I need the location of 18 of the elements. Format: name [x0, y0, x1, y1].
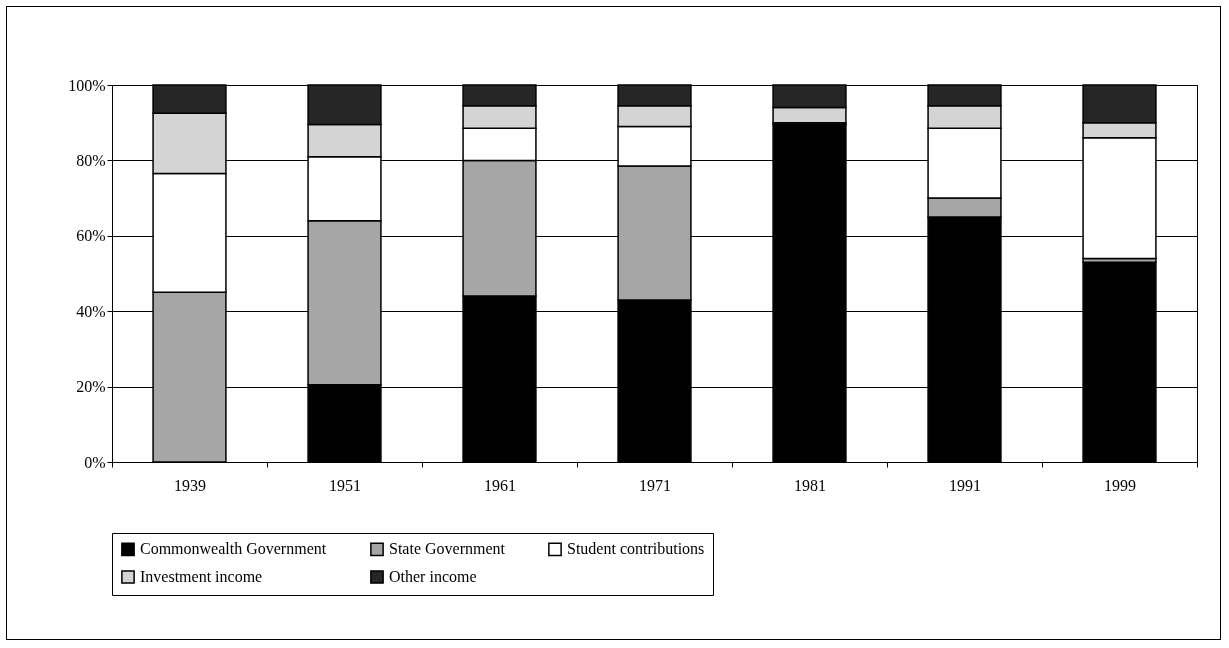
x-tick-label: 1999 — [1104, 476, 1136, 494]
legend-label: Commonwealth Government — [140, 540, 327, 558]
x-tick-label: 1961 — [484, 476, 516, 494]
y-tick-label: 40% — [76, 302, 106, 320]
x-tick-label: 1991 — [949, 476, 981, 494]
y-tick-label: 80% — [76, 151, 106, 169]
y-tick-label: 60% — [76, 227, 106, 245]
x-tick-label: 1939 — [174, 476, 206, 494]
y-tick-label: 20% — [76, 378, 106, 396]
y-tick-label: 100% — [68, 76, 106, 94]
x-tick-label: 1981 — [794, 476, 826, 494]
y-tick-label: 0% — [84, 453, 106, 471]
x-tick-label: 1951 — [329, 476, 361, 494]
legend-label: Investment income — [140, 568, 263, 585]
legend-label: Other income — [389, 568, 477, 585]
x-tick-label: 1971 — [639, 476, 671, 494]
legend-label: Student contributions — [567, 540, 705, 558]
legend-label: State Government — [389, 540, 506, 558]
